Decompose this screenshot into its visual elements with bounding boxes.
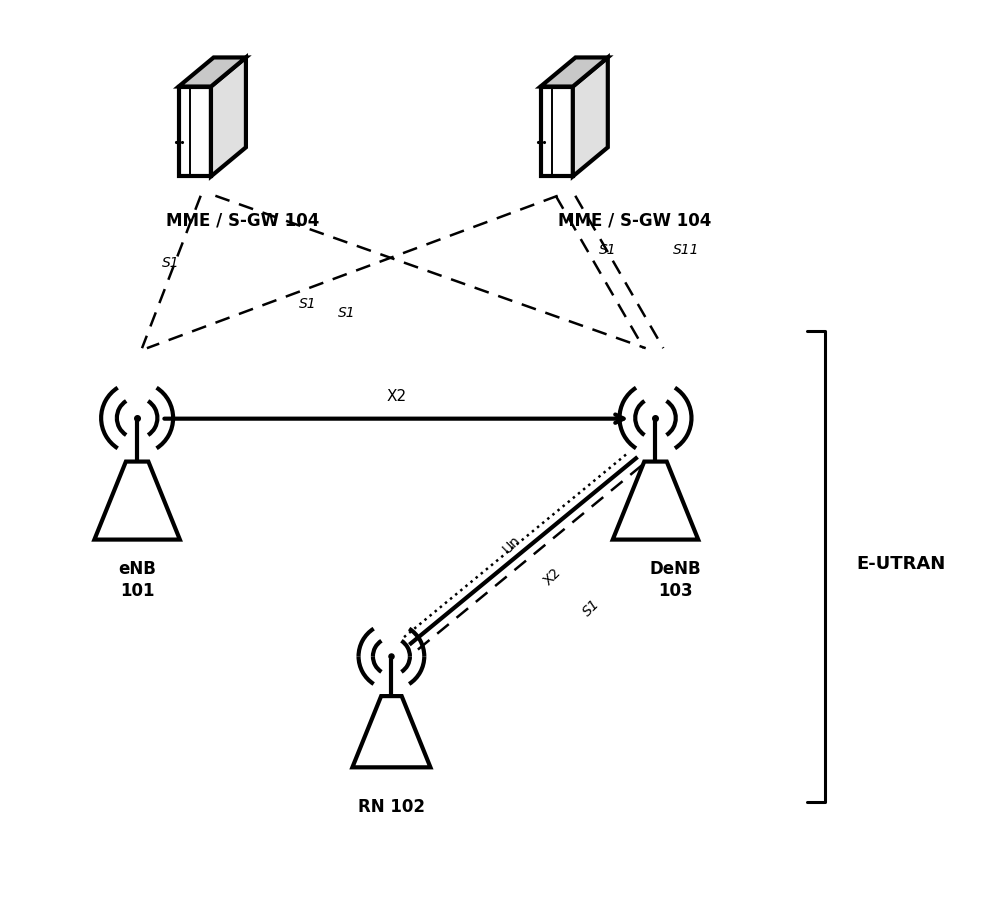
Text: S1: S1 — [337, 306, 355, 320]
Polygon shape — [541, 58, 608, 86]
Text: MME / S-GW 104: MME / S-GW 104 — [558, 211, 711, 229]
Polygon shape — [573, 58, 608, 176]
Text: S1: S1 — [298, 298, 316, 311]
Polygon shape — [179, 86, 211, 176]
Text: DeNB
103: DeNB 103 — [650, 559, 701, 600]
Text: S1: S1 — [162, 256, 180, 271]
Polygon shape — [179, 58, 246, 86]
Text: E-UTRAN: E-UTRAN — [856, 555, 945, 573]
Polygon shape — [352, 696, 430, 768]
Polygon shape — [613, 461, 699, 539]
Text: MME / S-GW 104: MME / S-GW 104 — [167, 211, 319, 229]
Text: Un: Un — [500, 533, 523, 556]
Text: X2: X2 — [386, 388, 406, 404]
Polygon shape — [211, 58, 246, 176]
Polygon shape — [95, 461, 180, 539]
Text: S1: S1 — [580, 596, 603, 619]
Text: S1: S1 — [599, 243, 617, 257]
Text: S11: S11 — [673, 243, 700, 257]
Text: RN 102: RN 102 — [358, 797, 425, 815]
Polygon shape — [541, 86, 573, 176]
Text: eNB
101: eNB 101 — [118, 559, 156, 600]
Text: X2: X2 — [541, 565, 564, 588]
